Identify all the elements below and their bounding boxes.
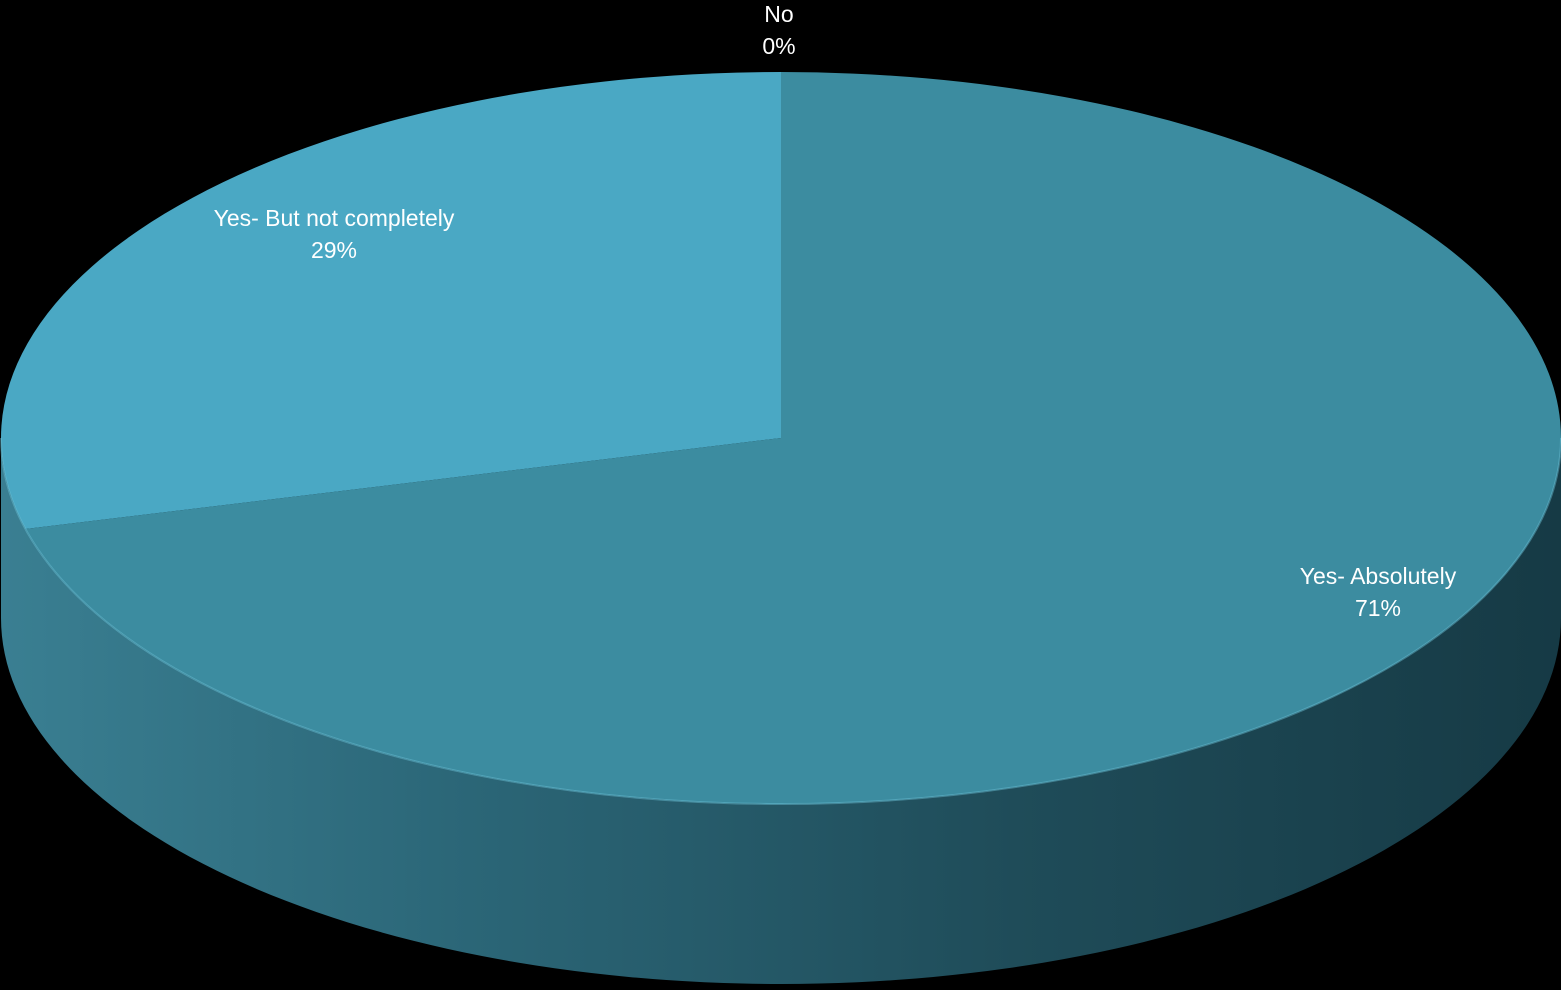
pie-labels: Yes- Absolutely 71% Yes- But not complet… xyxy=(214,1,1457,621)
slice-value-yes-not-completely: 29% xyxy=(311,237,357,263)
pie-rim-highlight xyxy=(0,437,1561,805)
slice-value-no: 0% xyxy=(762,33,795,59)
slice-label-yes-absolutely: Yes- Absolutely xyxy=(1300,563,1457,589)
slice-value-yes-absolutely: 71% xyxy=(1355,595,1401,621)
slice-label-no: No xyxy=(764,1,793,27)
slice-label-yes-not-completely: Yes- But not completely xyxy=(214,205,455,231)
pie-slice-yes-but-not-completely xyxy=(0,72,782,530)
pie-side-wall xyxy=(1,438,1561,984)
pie-slice-yes-absolutely xyxy=(25,72,1561,804)
pie-slices xyxy=(0,72,1561,805)
